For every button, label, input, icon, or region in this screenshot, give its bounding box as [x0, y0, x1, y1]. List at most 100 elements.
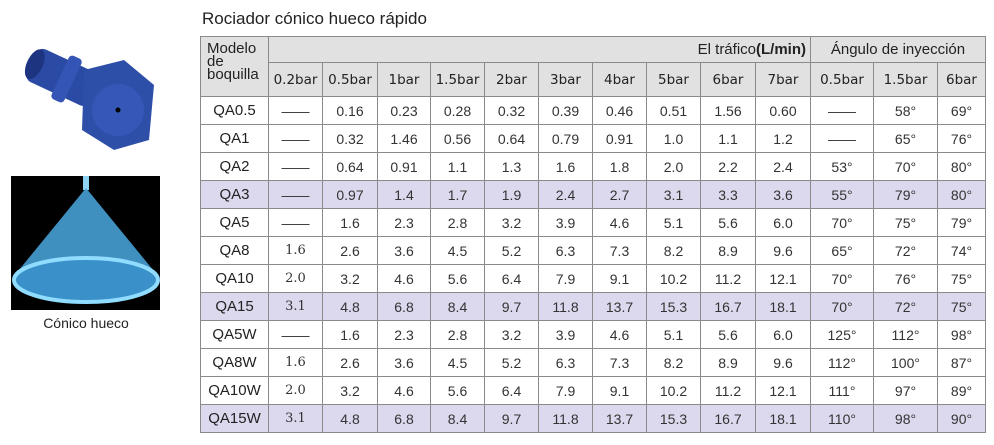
flow-cell: 2.2: [700, 152, 756, 181]
table-row: QA3 —— 0.97 1.4 1.7 1.9 2.4 2.7 3.1 3.3 3.6 55° 79° 8…: [200, 180, 986, 209]
table-row: QA8 1.6 2.6 3.6 4.5 5.2 6.3 7.3 8.2 8.9 9.6 65° 72° 7…: [200, 236, 986, 265]
flow-cell: 0.91: [377, 152, 431, 181]
flow-header: El tráfico(L/min): [268, 36, 811, 63]
flow-cell: ——: [268, 208, 323, 237]
angle-cell: 125°: [810, 320, 874, 349]
flow-cell: ——: [268, 96, 323, 125]
flow-cell: 5.2: [484, 236, 539, 265]
spray-pattern-caption: Cónico hueco: [43, 315, 129, 331]
angle-cell: 69°: [937, 96, 986, 125]
angle-cell: 112°: [873, 320, 938, 349]
flow-cell: 1.0: [646, 124, 701, 153]
flow-cell: 8.4: [430, 292, 485, 321]
flow-cell: 6.3: [538, 348, 593, 377]
flow-cell: 2.3: [377, 208, 431, 237]
flow-cell: 3.6: [377, 236, 431, 265]
flow-cell: 1.6: [322, 320, 378, 349]
flow-cell: 1.6: [268, 236, 323, 265]
flow-cell: 3.2: [484, 320, 539, 349]
angle-cell: 98°: [937, 320, 986, 349]
flow-cell: ——: [268, 180, 323, 209]
angle-cell: 55°: [810, 180, 874, 209]
flow-cell: 3.6: [377, 348, 431, 377]
angle-cell: 65°: [873, 124, 938, 153]
flow-cell: 4.8: [322, 404, 378, 433]
flow-cell: 7.9: [538, 376, 593, 405]
flow-cell: 0.23: [377, 96, 431, 125]
flow-cell: 12.1: [755, 264, 811, 293]
flow-cell: 0.91: [592, 124, 647, 153]
table-row: QA10 2.0 3.2 4.6 5.6 6.4 7.9 9.1 10.2 11.2 12.1 70°…: [200, 264, 986, 293]
flow-cell: 9.7: [484, 292, 539, 321]
flow-cell: 18.1: [755, 404, 811, 433]
flow-cell: 0.16: [322, 96, 378, 125]
flow-cell: 0.39: [538, 96, 593, 125]
flow-cell: 2.7: [592, 180, 647, 209]
angle-cell: 110°: [810, 404, 874, 433]
flow-cell: 10.2: [646, 376, 701, 405]
flow-cell: 3.3: [700, 180, 756, 209]
model-cell: QA1: [200, 124, 269, 153]
angle-cell: 70°: [810, 208, 874, 237]
flow-cell: 0.64: [484, 124, 539, 153]
flow-cell: 3.9: [538, 320, 593, 349]
model-cell: QA15W: [200, 404, 269, 433]
angle-cell: 100°: [873, 348, 938, 377]
flow-cell: ——: [268, 124, 323, 153]
flow-cell: 2.4: [538, 180, 593, 209]
flow-cell: 1.7: [430, 180, 485, 209]
angle-pressure-header: 1.5bar: [873, 62, 938, 97]
flow-cell: 13.7: [592, 404, 647, 433]
flow-cell: 10.2: [646, 264, 701, 293]
flow-cell: 0.51: [646, 96, 701, 125]
flow-cell: 2.4: [755, 152, 811, 181]
angle-cell: 75°: [937, 264, 986, 293]
flow-cell: 11.8: [538, 404, 593, 433]
flow-cell: 11.8: [538, 292, 593, 321]
flow-pressure-header: 7bar: [755, 62, 811, 97]
angle-cell: 80°: [937, 152, 986, 181]
flow-cell: 0.60: [755, 96, 811, 125]
angle-cell: 98°: [873, 404, 938, 433]
flow-cell: 12.1: [755, 376, 811, 405]
flow-cell: 0.97: [322, 180, 378, 209]
angle-cell: 70°: [810, 264, 874, 293]
table-row: QA15W 3.1 4.8 6.8 8.4 9.7 11.8 13.7 15.3 16.7 18.1…: [200, 404, 986, 433]
flow-cell: 5.1: [646, 208, 701, 237]
model-cell: QA8: [200, 236, 269, 265]
angle-cell: 111°: [810, 376, 874, 405]
flow-cell: 7.3: [592, 348, 647, 377]
flow-cell: 1.4: [377, 180, 431, 209]
flow-cell: 1.6: [538, 152, 593, 181]
flow-cell: 0.56: [430, 124, 485, 153]
angle-cell: 58°: [873, 96, 938, 125]
angle-header: Ángulo de inyección: [810, 36, 986, 63]
hollow-cone-spray-image: [11, 176, 160, 310]
angle-cell: 79°: [873, 180, 938, 209]
flow-cell: 4.8: [322, 292, 378, 321]
flow-cell: ——: [268, 320, 323, 349]
table-row: QA5W —— 1.6 2.3 2.8 3.2 3.9 4.6 5.1 5.6 6.0 125° 112…: [200, 320, 986, 349]
flow-cell: 2.0: [646, 152, 701, 181]
flow-cell: 6.0: [755, 320, 811, 349]
angle-cell: 87°: [937, 348, 986, 377]
flow-cell: 6.3: [538, 236, 593, 265]
flow-cell: 6.0: [755, 208, 811, 237]
flow-cell: 2.8: [430, 208, 485, 237]
flow-cell: 1.56: [700, 96, 756, 125]
spray-nozzle-table: Modelo de boquilla El tráfico(L/min) Áng…: [200, 36, 986, 433]
flow-cell: 4.5: [430, 348, 485, 377]
angle-cell: 72°: [873, 236, 938, 265]
flow-cell: 16.7: [700, 404, 756, 433]
flow-cell: 16.7: [700, 292, 756, 321]
nozzle-product-image: [24, 48, 154, 150]
angle-pressure-header: 0.5bar: [810, 62, 874, 97]
flow-cell: 0.32: [484, 96, 539, 125]
model-cell: QA5W: [200, 320, 269, 349]
angle-cell: 89°: [937, 376, 986, 405]
flow-pressure-header: 4bar: [592, 62, 647, 97]
angle-pressure-header: 6bar: [937, 62, 986, 97]
angle-cell: 65°: [810, 236, 874, 265]
flow-pressure-header: 3bar: [538, 62, 593, 97]
flow-cell: 1.9: [484, 180, 539, 209]
